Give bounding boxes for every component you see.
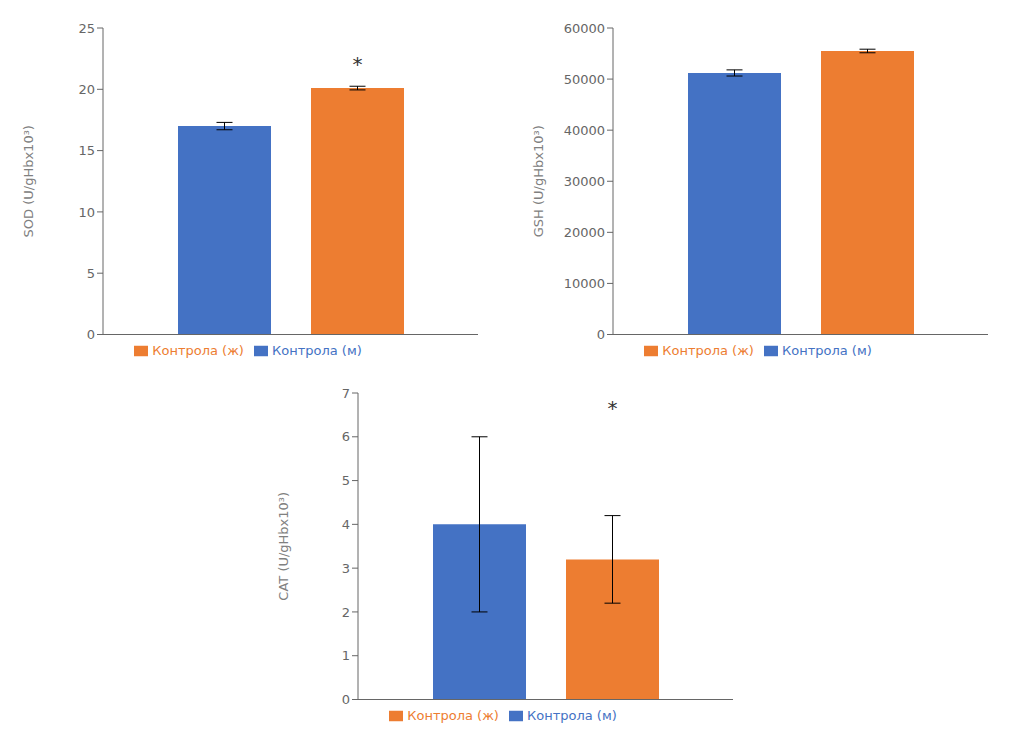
- html-text:Контрола (м): Контрола (м): [272, 342, 362, 358]
- svg-text:25: 25: [78, 21, 95, 36]
- svg-text:*: *: [608, 396, 618, 420]
- svg-text:CAT (U/gHbx10³): CAT (U/gHbx10³): [276, 492, 291, 601]
- html-text:Контрола (ж): Контрола (ж): [407, 707, 499, 723]
- html-text:Контрола (ж): Контрола (ж): [152, 342, 244, 358]
- svg-text:20: 20: [78, 82, 95, 97]
- svg-text:0: 0: [342, 692, 350, 707]
- svg-text:30000: 30000: [564, 174, 605, 189]
- html-text:Контрола (м): Контрола (м): [782, 342, 872, 358]
- svg-text:10000: 10000: [564, 276, 605, 291]
- svg-text:5: 5: [342, 473, 350, 488]
- svg-text:60000: 60000: [564, 21, 605, 36]
- svg-text:20000: 20000: [564, 225, 605, 240]
- svg-text:0: 0: [597, 327, 605, 342]
- svg-text:2: 2: [342, 605, 350, 620]
- svg-text:10: 10: [78, 205, 95, 220]
- svg-text:5: 5: [87, 266, 95, 281]
- html-text:Контрола (ж): Контрола (ж): [662, 342, 754, 358]
- svg-text:4: 4: [342, 517, 350, 532]
- svg-text:40000: 40000: [564, 123, 605, 138]
- svg-text:*: *: [353, 52, 363, 76]
- svg-text:7: 7: [342, 386, 350, 401]
- svg-text:15: 15: [78, 143, 95, 158]
- svg-text:1: 1: [342, 648, 350, 663]
- html-text:Контрола (м): Контрола (м): [527, 707, 617, 723]
- svg-text:SOD (U/gHbx10³): SOD (U/gHbx10³): [21, 125, 36, 237]
- svg-text:3: 3: [342, 561, 350, 576]
- svg-text:6: 6: [342, 429, 350, 444]
- svg-text:GSH (U/gHbx10³): GSH (U/gHbx10³): [531, 125, 546, 237]
- svg-text:50000: 50000: [564, 72, 605, 87]
- svg-text:0: 0: [87, 327, 95, 342]
